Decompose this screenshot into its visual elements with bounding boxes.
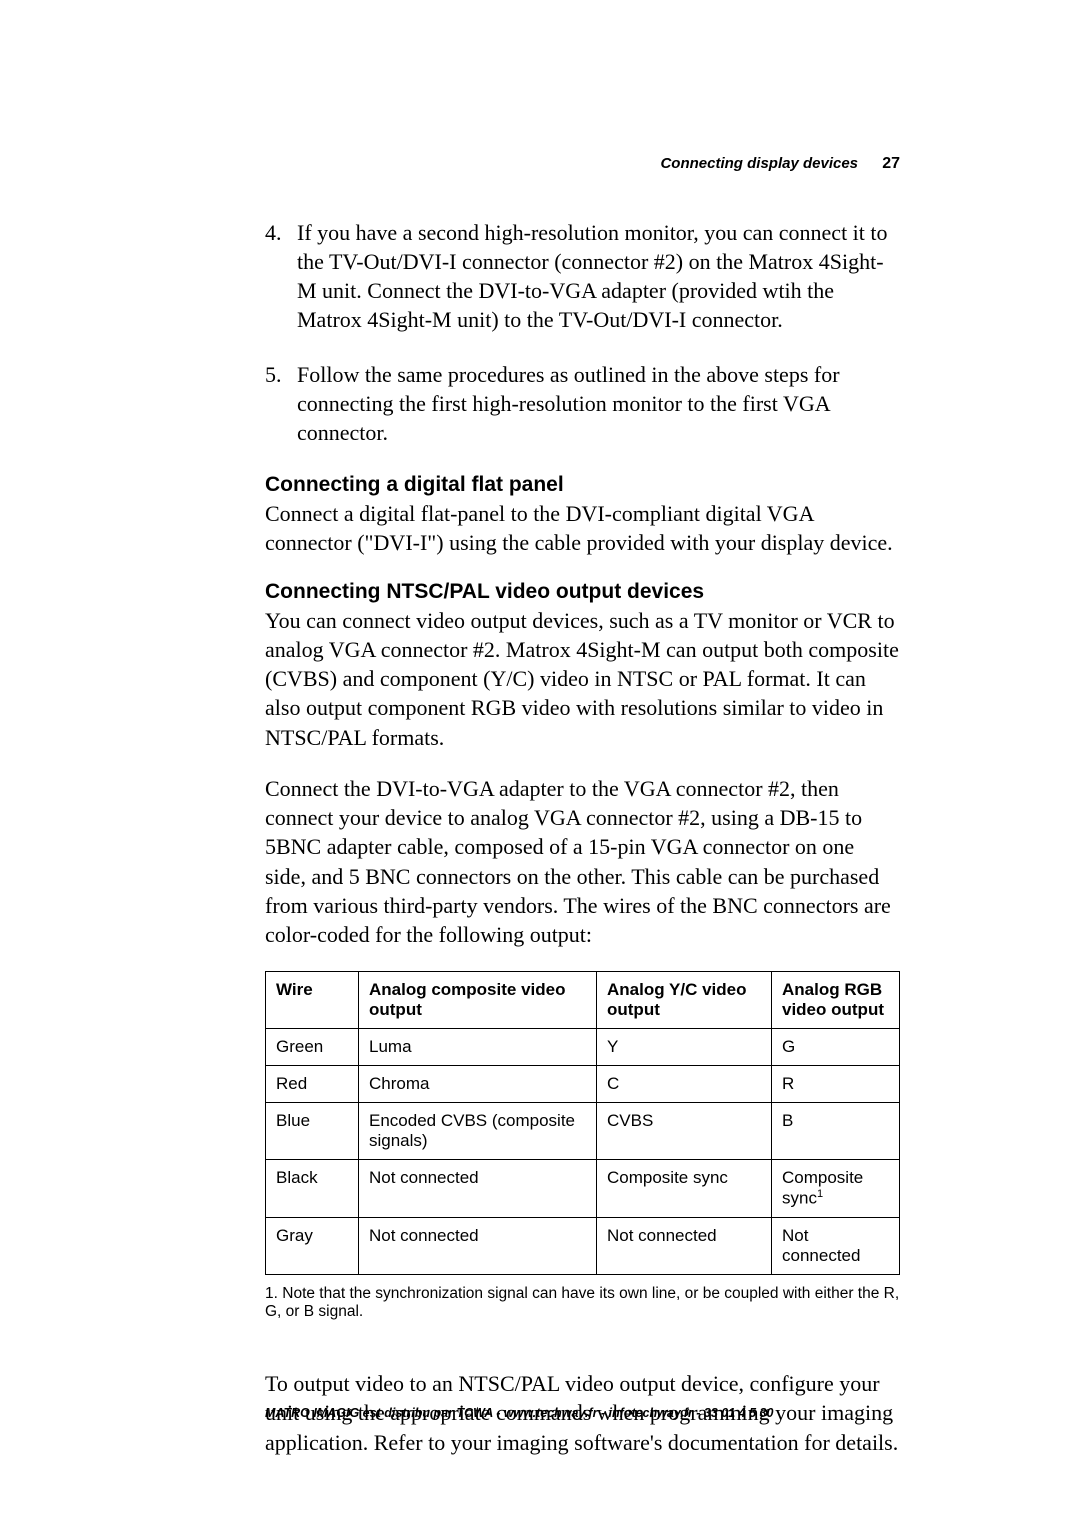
footnote-text: Note that the synchronization signal can… (265, 1285, 899, 1320)
table-cell: Composite sync1 (772, 1160, 900, 1218)
table-row: RedChromaCR (266, 1066, 900, 1103)
step-text: Follow the same procedures as outlined i… (297, 360, 900, 447)
step-item: 4. If you have a second high-resolution … (265, 218, 900, 334)
table-cell: Not connected (772, 1218, 900, 1275)
numbered-steps: 4. If you have a second high-resolution … (265, 218, 900, 447)
table-cell: Not connected (359, 1218, 597, 1275)
table-cell: Green (266, 1029, 359, 1066)
step-item: 5. Follow the same procedures as outline… (265, 360, 900, 447)
section-title: Connecting display devices (660, 155, 858, 172)
table-body: GreenLumaYGRedChromaCRBlueEncoded CVBS (… (266, 1029, 900, 1275)
body-paragraph: You can connect video output devices, su… (265, 606, 900, 752)
table-header-cell: Analog composite video output (359, 972, 597, 1029)
table-cell: G (772, 1029, 900, 1066)
page-footer: MATRO IMAGIG est distribu par TCWA - www… (265, 1406, 773, 1420)
page: Connecting display devices 27 4. If you … (0, 0, 1080, 1528)
table-cell: C (597, 1066, 772, 1103)
table-footnote: 1. Note that the synchronization signal … (265, 1285, 900, 1321)
table-cell: Luma (359, 1029, 597, 1066)
page-number: 27 (882, 155, 900, 172)
table-cell: R (772, 1066, 900, 1103)
body-paragraph: Connect a digital flat-panel to the DVI-… (265, 499, 900, 558)
content-body: 4. If you have a second high-resolution … (265, 218, 900, 1457)
section-heading: Connecting NTSC/PAL video output devices (265, 580, 900, 604)
table-cell: Not connected (359, 1160, 597, 1218)
table-cell: Red (266, 1066, 359, 1103)
running-header: Connecting display devices 27 (660, 155, 900, 173)
table-cell: Gray (266, 1218, 359, 1275)
table-row: BlueEncoded CVBS (composite signals)CVBS… (266, 1103, 900, 1160)
step-number: 5. (265, 360, 297, 447)
table-cell: Chroma (359, 1066, 597, 1103)
section-heading: Connecting a digital flat panel (265, 473, 900, 497)
step-text: If you have a second high-resolution mon… (297, 218, 900, 334)
table-cell: Composite sync (597, 1160, 772, 1218)
table-row: BlackNot connectedComposite syncComposit… (266, 1160, 900, 1218)
table-cell: Blue (266, 1103, 359, 1160)
table-row: GreenLumaYG (266, 1029, 900, 1066)
table-cell: Y (597, 1029, 772, 1066)
table-cell: CVBS (597, 1103, 772, 1160)
table-cell: Not connected (597, 1218, 772, 1275)
table-header-cell: Analog Y/C video output (597, 972, 772, 1029)
body-paragraph: Connect the DVI-to-VGA adapter to the VG… (265, 774, 900, 950)
footnote-marker: 1. (265, 1285, 278, 1302)
table-header-row: Wire Analog composite video output Analo… (266, 972, 900, 1029)
table-cell: Encoded CVBS (composite signals) (359, 1103, 597, 1160)
step-number: 4. (265, 218, 297, 334)
superscript: 1 (817, 1188, 823, 1200)
table-cell: Black (266, 1160, 359, 1218)
wire-table: Wire Analog composite video output Analo… (265, 971, 900, 1275)
table-cell: B (772, 1103, 900, 1160)
table-header-cell: Analog RGB video output (772, 972, 900, 1029)
table-row: GrayNot connectedNot connectedNot connec… (266, 1218, 900, 1275)
table-header-cell: Wire (266, 972, 359, 1029)
